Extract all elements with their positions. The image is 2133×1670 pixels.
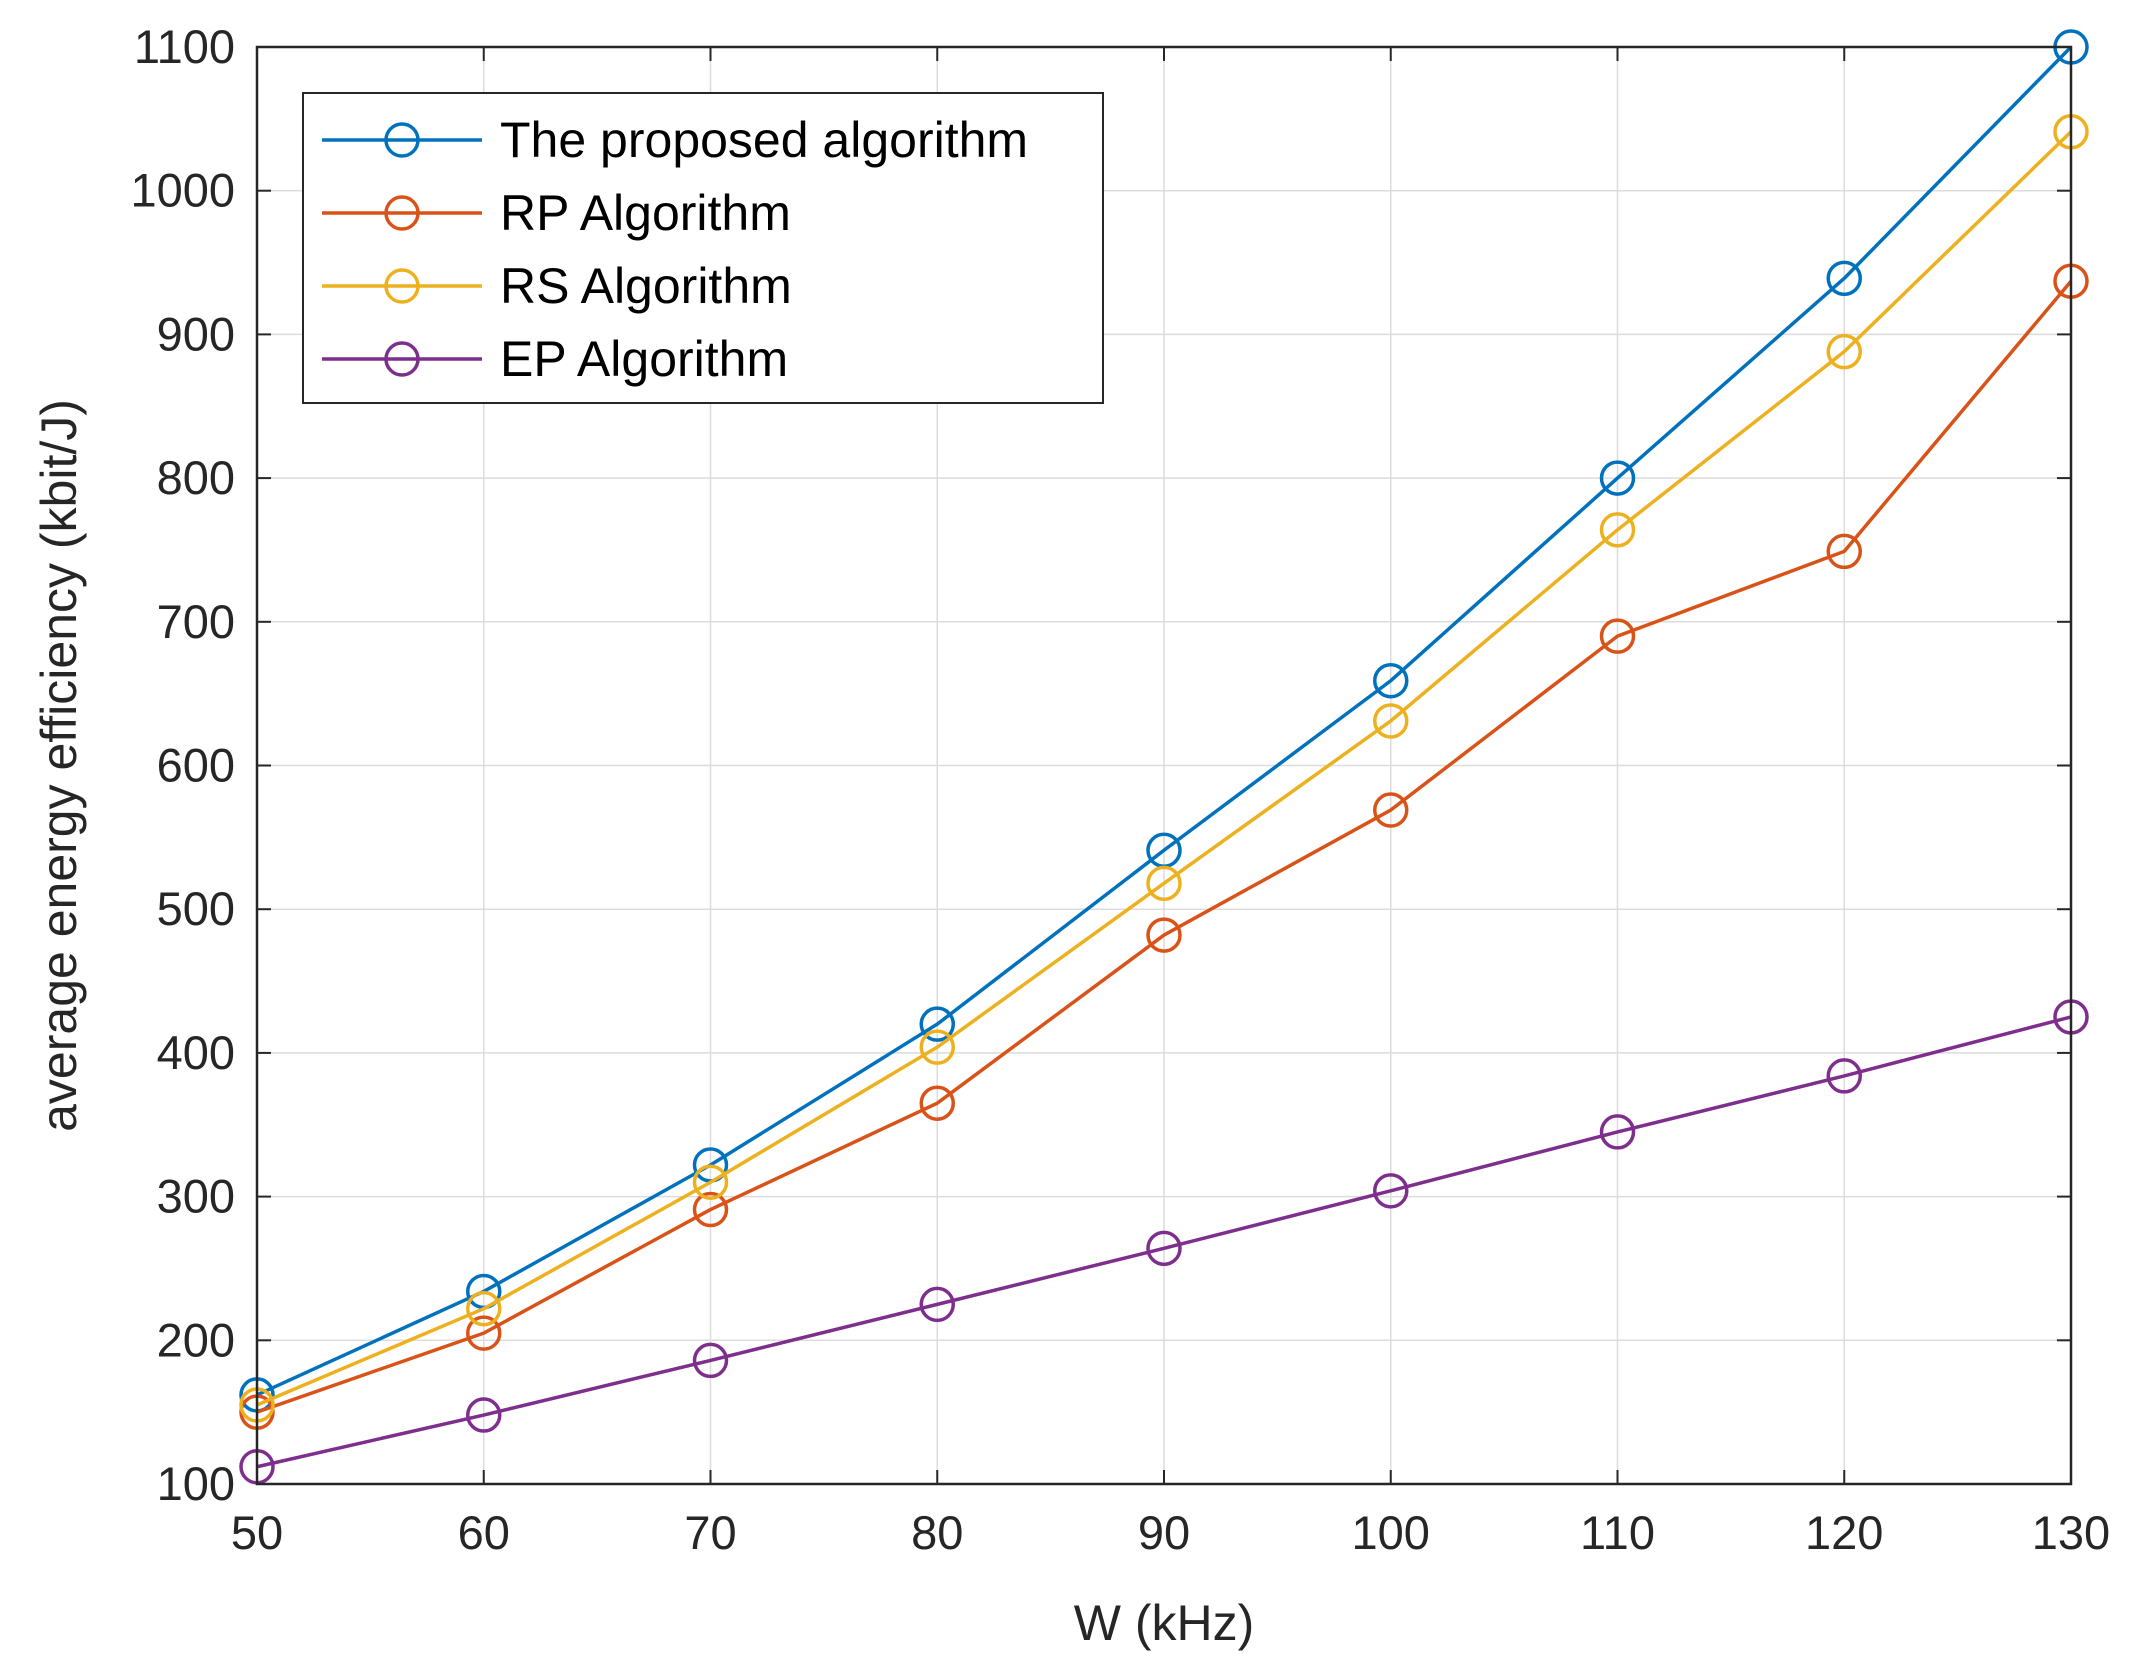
x-tick-label: 70 [684,1506,736,1559]
data-point [1146,917,1182,953]
legend-label-ep: EP Algorithm [500,331,788,387]
data-point [1373,792,1409,828]
y-tick-label: 800 [157,451,235,504]
y-tick-label: 700 [157,595,235,648]
data-point [1599,1114,1636,1150]
data-point [466,1315,502,1351]
data-point [466,1397,502,1433]
data-point [919,1029,955,1065]
legend-entry: EP Algorithm [322,331,788,387]
grid-lines [256,46,2072,1485]
y-tick-label: 300 [157,1170,235,1223]
legend-marker-rs [384,268,420,304]
y-tick-label: 1000 [130,164,235,217]
data-point [919,1286,955,1323]
data-point [1373,703,1409,739]
data-point [1373,662,1409,699]
y-tick-label: 500 [157,882,235,935]
legend-label-rs: RS Algorithm [500,258,792,314]
x-tick-label: 90 [1138,1506,1190,1559]
data-point [466,1290,502,1327]
series-3 [239,114,2089,1423]
x-tick-label: 80 [911,1506,963,1559]
y-axis-label: average energy efficiency (kbit/J) [31,399,87,1132]
y-tick-label: 600 [157,739,235,792]
data-point [1826,533,1862,570]
legend-marker-proposed [384,122,420,158]
data-point [692,1342,729,1379]
x-tick-label: 130 [2032,1506,2110,1559]
data-point [692,1191,729,1228]
data-point [919,1006,955,1042]
x-tick-label: 50 [231,1506,283,1559]
x-tick-label: 120 [1805,1506,1883,1559]
data-point [1599,460,1636,496]
data-point [1826,333,1862,370]
legend-label-proposed: The proposed algorithm [500,112,1028,168]
axis-ticks: 50 60 70 80 90 100 110 120 130 100 200 300 400 500 600… [130,20,2110,1559]
legend-marker-rp [384,195,420,231]
data-point [1826,260,1862,297]
y-tick-label: 900 [157,307,235,360]
data-point [1599,618,1636,654]
data-point [919,1085,955,1121]
legend: The proposed algorithm RP Algorithm RS A… [302,92,1104,404]
x-tick-label: 100 [1352,1506,1430,1559]
y-tick-label: 1100 [134,20,235,73]
x-tick-label: 60 [458,1506,510,1559]
legend-entry: The proposed algorithm [322,112,1028,168]
series-layer [239,29,2089,1485]
series-line [256,280,2073,1414]
data-point [1826,1058,1862,1094]
legend-box [302,92,1104,404]
data-point [1146,865,1182,902]
y-tick-label: 100 [157,1457,235,1510]
legend-marker-ep [384,341,420,377]
y-tick-label: 400 [157,1026,235,1079]
legend-entry: RP Algorithm [322,185,791,241]
series-line [256,1015,2072,1469]
series-line [256,130,2073,1407]
data-point [1599,512,1636,548]
legend-label-rp: RP Algorithm [500,185,791,241]
series-line [256,45,2073,1397]
legend-entry: RS Algorithm [322,258,792,314]
y-tick-label: 200 [157,1313,235,1366]
x-tick-label: 110 [1580,1506,1655,1559]
x-axis-label: W (kHz) [1074,1595,1255,1651]
data-point [1146,1230,1182,1267]
data-point [692,1164,729,1200]
data-point [1373,1173,1409,1209]
